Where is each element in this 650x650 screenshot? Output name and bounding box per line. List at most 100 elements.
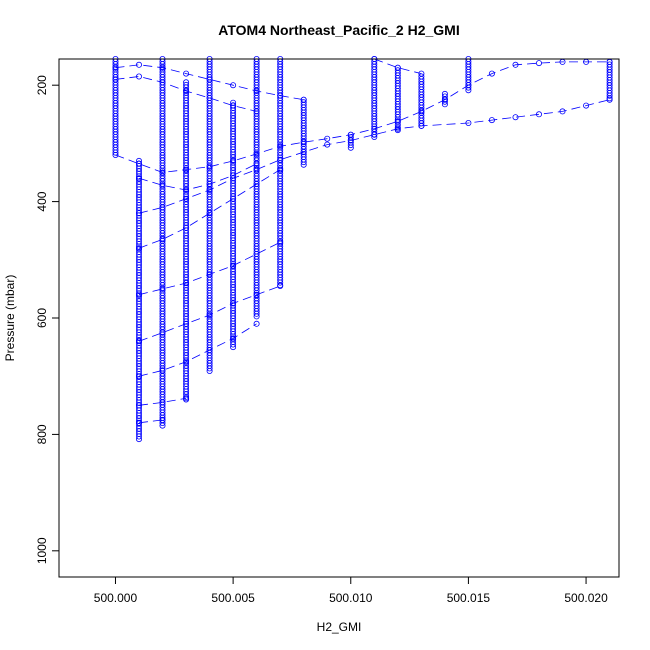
profile-line [374, 58, 422, 74]
column-col-500.002 [159, 56, 166, 429]
data-point [159, 367, 166, 374]
data-point [112, 151, 119, 158]
data-point [159, 182, 166, 189]
data-point [159, 285, 166, 292]
data-point [159, 204, 166, 211]
data-point [324, 141, 331, 148]
data-point [159, 399, 166, 406]
x-axis: 500.000 500.005 500.010 500.015 500.020 [94, 576, 608, 605]
data-point [253, 108, 260, 115]
profile-line [115, 61, 610, 173]
data-point [253, 320, 260, 327]
data-point [512, 114, 519, 121]
data-point [347, 144, 354, 151]
data-point [300, 161, 307, 168]
data-point [183, 224, 190, 231]
data-point [159, 64, 166, 71]
data-point [253, 181, 260, 188]
data-point [183, 186, 190, 193]
data-point [418, 108, 425, 115]
data-point [253, 150, 260, 157]
data-point [159, 419, 166, 426]
data-point [159, 79, 166, 86]
data-point [606, 92, 613, 99]
data-point [206, 365, 213, 372]
data-point [300, 96, 307, 103]
data-point [206, 367, 213, 374]
data-point [418, 120, 425, 127]
data-point [159, 329, 166, 336]
data-point [183, 195, 190, 202]
column-col-500.007 [277, 56, 284, 289]
profile-line [138, 163, 257, 191]
profile-line [138, 285, 281, 342]
profile-line [138, 241, 281, 296]
data-point [112, 149, 119, 156]
data-point [159, 422, 166, 429]
y-tick-label: 600 [35, 308, 49, 328]
data-point [394, 64, 401, 71]
data-point [135, 402, 142, 409]
data-point [583, 102, 590, 109]
data-point [324, 135, 331, 142]
data-point [206, 95, 213, 102]
data-point [347, 131, 354, 138]
data-point [465, 84, 472, 91]
data-point [206, 76, 213, 83]
data-point [135, 433, 142, 440]
data-point [159, 169, 166, 176]
data-point [230, 195, 237, 202]
data-point [206, 346, 213, 353]
data-point [300, 159, 307, 166]
column-col-500.012 [394, 64, 401, 134]
data-point [206, 312, 213, 319]
data-point [488, 117, 495, 124]
data-point [253, 313, 260, 320]
data-point [230, 157, 237, 164]
data-point [441, 96, 448, 103]
x-tick-label: 500.005 [211, 591, 255, 605]
data-point [559, 108, 566, 115]
data-point [230, 344, 237, 351]
data-point [206, 163, 213, 170]
data-point [465, 120, 472, 127]
data-point [253, 291, 260, 298]
data-point [135, 245, 142, 252]
column-col-500.004 [206, 56, 213, 374]
data-point [159, 236, 166, 243]
data-point [206, 271, 213, 278]
profile-line [138, 419, 163, 424]
data-point [135, 338, 142, 345]
data-point [465, 82, 472, 89]
data-point [536, 60, 543, 67]
data-point [230, 300, 237, 307]
data-point [253, 310, 260, 317]
data-point [371, 131, 378, 138]
y-axis: 200 400 600 800 1000 [35, 75, 60, 564]
data-point [277, 143, 284, 150]
data-point [512, 61, 519, 68]
column-col-500.001 [135, 157, 142, 443]
data-point [230, 341, 237, 348]
column-col-500.000 [112, 56, 119, 156]
y-tick-label: 400 [35, 191, 49, 211]
data-point [230, 175, 237, 182]
x-tick-label: 500.015 [447, 591, 491, 605]
data-point [253, 166, 260, 173]
x-tick-label: 500.020 [564, 591, 608, 605]
data-point [277, 92, 284, 99]
profile-line [138, 99, 610, 214]
data-point [300, 139, 307, 146]
data-point [183, 320, 190, 327]
data-point [135, 291, 142, 298]
data-point [277, 282, 284, 289]
data-point [183, 88, 190, 95]
data-point [135, 175, 142, 182]
data-point [135, 373, 142, 380]
chart-title: ATOM4 Northeast_Pacific_2 H2_GMI [218, 22, 459, 38]
x-tick-label: 500.000 [94, 591, 138, 605]
data-point [418, 122, 425, 129]
data-point [441, 101, 448, 108]
data-point [371, 125, 378, 132]
